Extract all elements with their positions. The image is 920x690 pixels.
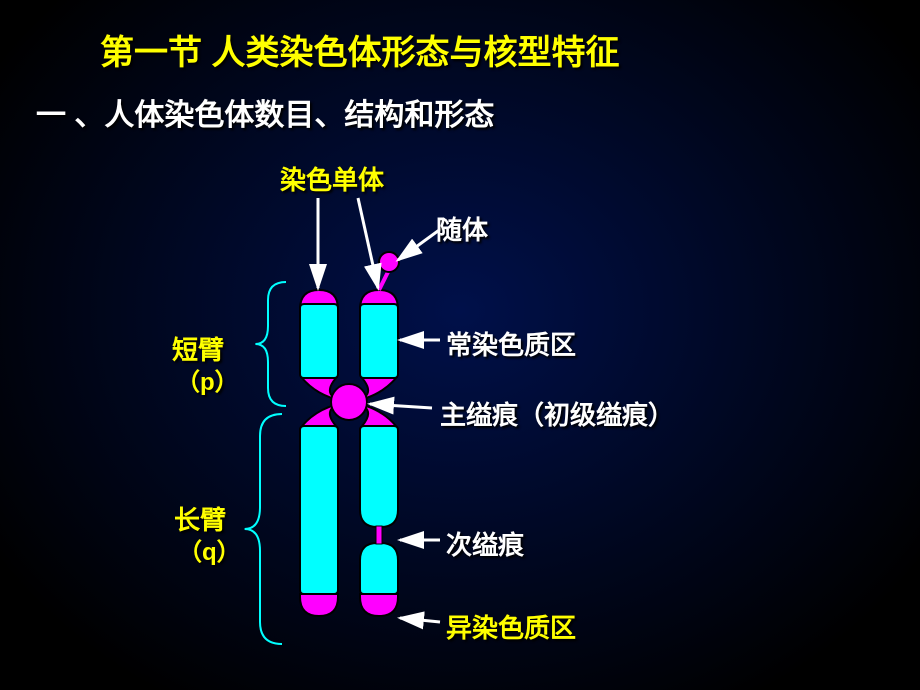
satellite xyxy=(379,252,399,272)
right-chromatid-secondary-stalk xyxy=(376,526,382,544)
arrow-heterochrom xyxy=(400,618,440,622)
slide-subtitle: 一 、人体染色体数目、结构和形态 xyxy=(36,90,494,134)
right-chromatid-q-eu-lower xyxy=(360,543,398,594)
label-satellite: 随体 xyxy=(436,210,488,247)
label-heterochrom: 异染色质区 xyxy=(446,608,576,645)
label-long-arm-2: （q） xyxy=(178,532,241,567)
label-short-arm-2: （p） xyxy=(176,362,239,397)
right-chromatid-q-eu-upper xyxy=(360,426,398,527)
left-chromatid-p-eu xyxy=(300,304,338,378)
slide-stage: 第一节 人类染色体形态与核型特征一 、人体染色体数目、结构和形态染色单体随体短臂… xyxy=(0,0,920,690)
label-chromatid: 染色单体 xyxy=(280,160,384,197)
satellite-stalk xyxy=(379,270,389,290)
left-chromatid-q-eu xyxy=(300,426,338,594)
left-chromatid-q-het-bottom xyxy=(300,594,338,616)
arrow-primary xyxy=(370,404,432,408)
bracket-short-arm xyxy=(255,282,286,406)
label-secondary: 次缢痕 xyxy=(446,525,524,562)
right-chromatid-p-eu xyxy=(360,304,398,378)
label-primary-const: 主缢痕（初级缢痕） xyxy=(440,395,674,432)
bracket-long-arm xyxy=(245,414,282,644)
label-euchromatin: 常染色质区 xyxy=(446,325,576,362)
slide-title: 第一节 人类染色体形态与核型特征 xyxy=(100,25,619,74)
arrow-chromatid-1 xyxy=(358,198,378,288)
right-chromatid-q-het-bottom xyxy=(360,594,398,616)
centromere xyxy=(331,384,367,420)
